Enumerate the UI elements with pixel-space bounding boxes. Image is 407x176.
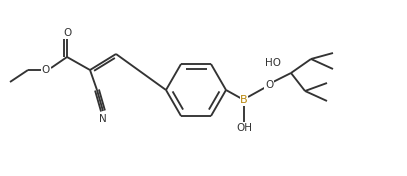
Text: HO: HO: [265, 58, 281, 68]
Text: N: N: [99, 114, 107, 124]
Text: B: B: [240, 95, 248, 105]
Text: O: O: [265, 80, 273, 90]
Text: OH: OH: [236, 123, 252, 133]
Text: O: O: [63, 28, 71, 38]
Text: O: O: [42, 65, 50, 75]
